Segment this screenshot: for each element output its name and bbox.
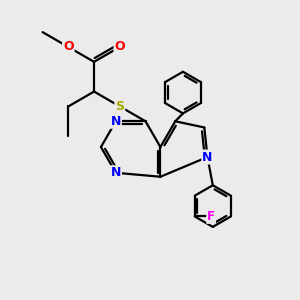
Text: N: N — [202, 151, 213, 164]
Text: F: F — [207, 210, 215, 223]
Text: N: N — [111, 115, 121, 128]
Text: O: O — [63, 40, 74, 53]
Text: O: O — [115, 40, 125, 53]
Text: N: N — [111, 166, 121, 179]
Text: S: S — [115, 100, 124, 113]
